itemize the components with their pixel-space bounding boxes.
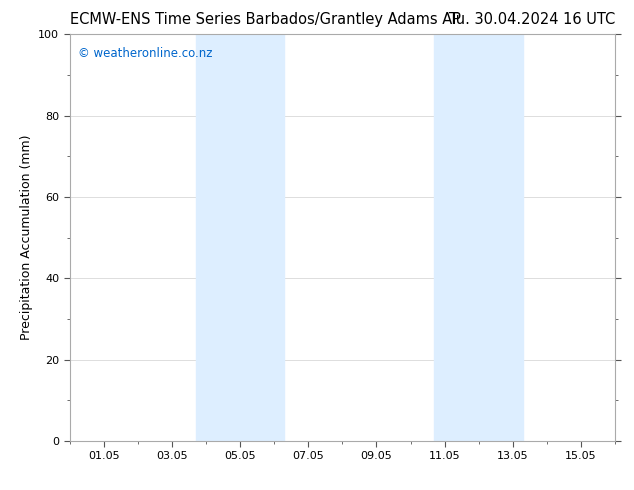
Bar [196, 34, 285, 441]
Text: Tu. 30.04.2024 16 UTC: Tu. 30.04.2024 16 UTC [449, 12, 615, 27]
Text: ECMW-ENS Time Series Barbados/Grantley Adams AP: ECMW-ENS Time Series Barbados/Grantley A… [70, 12, 461, 27]
Text: © weatheronline.co.nz: © weatheronline.co.nz [78, 47, 212, 59]
Y-axis label: Precipitation Accumulation (mm): Precipitation Accumulation (mm) [20, 135, 33, 341]
Bar [434, 34, 523, 441]
